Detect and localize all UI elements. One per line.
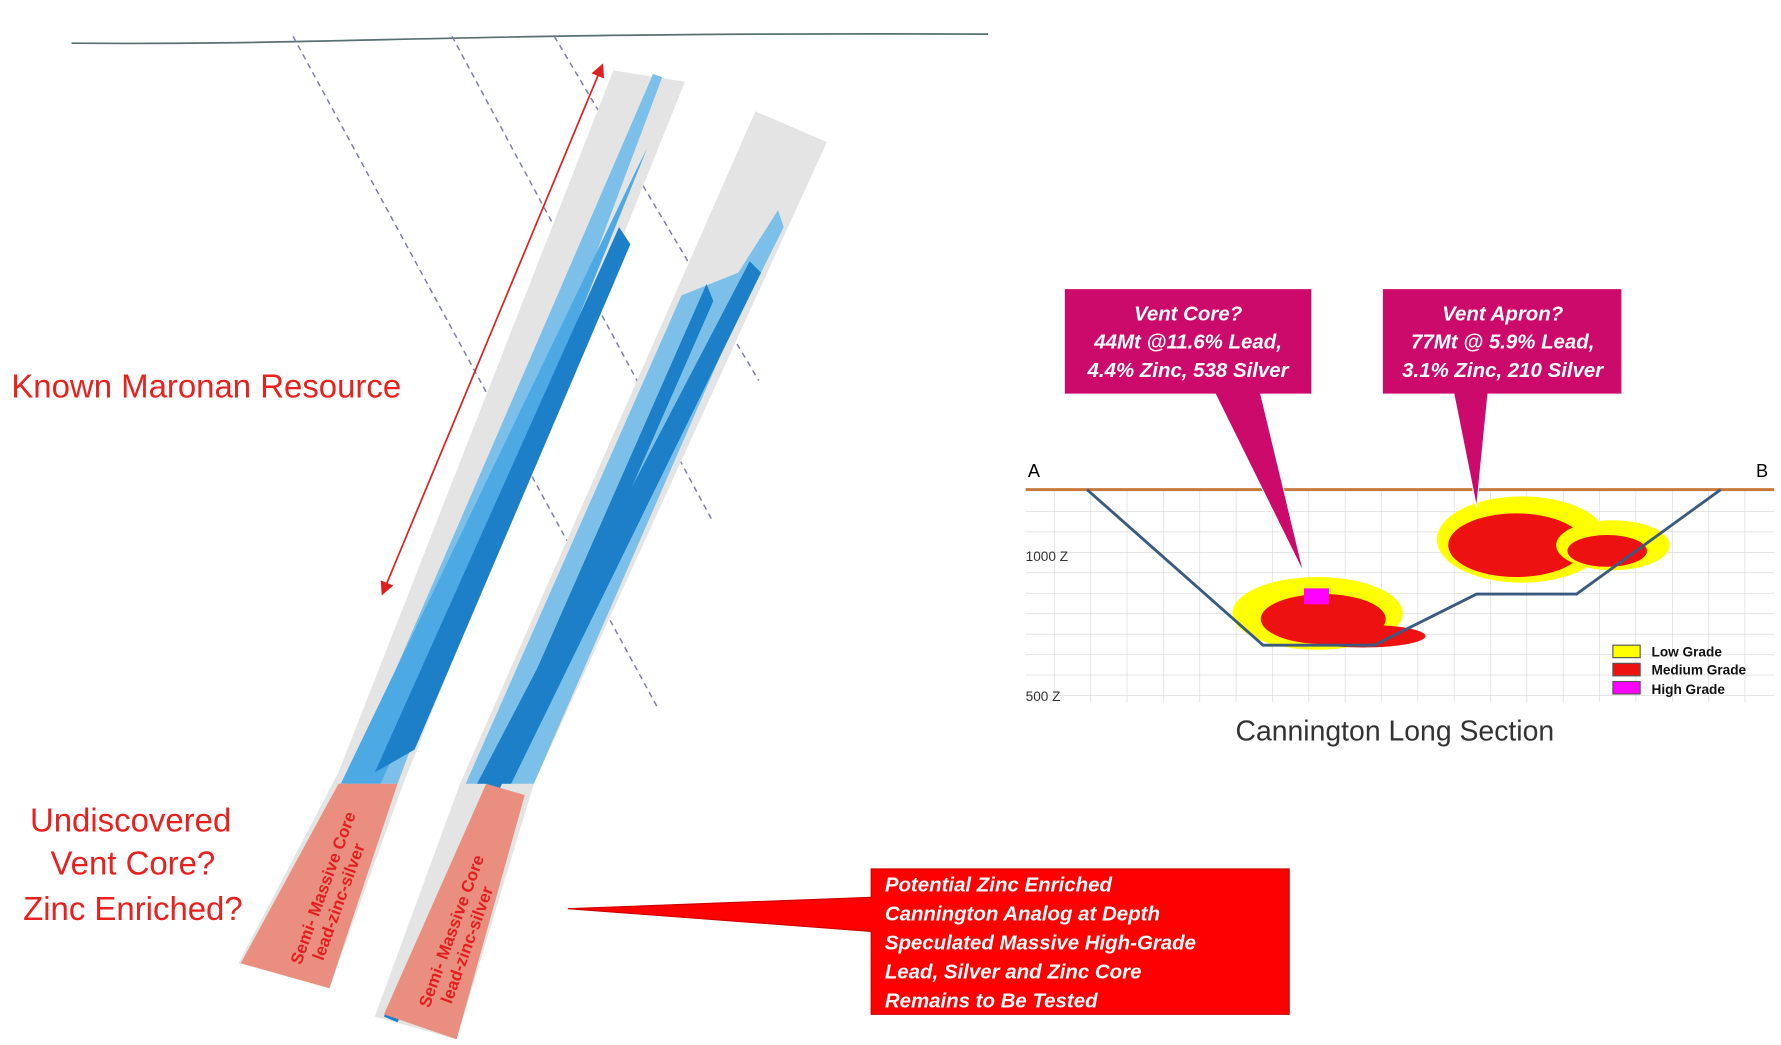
- callout-box: [567, 868, 1290, 1015]
- section-end: A: [1028, 461, 1041, 481]
- vent-line: Vent Core?: [1134, 302, 1243, 325]
- resource-arrow: [380, 63, 605, 596]
- callout-line: Cannington Analog at Depth: [885, 903, 1160, 926]
- vent-line: Vent Apron?: [1442, 302, 1564, 325]
- depth-label: 500 Z: [1026, 689, 1061, 704]
- callout-text: Potential Zinc Enriched Cannington Analog…: [885, 874, 1196, 1013]
- callout-line: Remains to Be Tested: [885, 990, 1098, 1013]
- ore-body: [1232, 496, 1670, 650]
- legend-label: Low Grade: [1652, 645, 1723, 660]
- surface-line: [71, 32, 989, 45]
- vent-line: 44Mt @11.6% Lead,: [1093, 331, 1282, 354]
- legend: [1612, 644, 1641, 695]
- vent-line: 4.4% Zinc, 538 Silver: [1087, 359, 1290, 382]
- undiscovered-line: Undiscovered: [30, 801, 231, 838]
- vent-apron-callout: [1381, 287, 1623, 508]
- callout-line: Speculated Massive High-Grade: [885, 932, 1196, 955]
- caption: Cannington Long Section: [1235, 716, 1554, 748]
- depth-label: 1000 Z: [1026, 549, 1068, 564]
- pit-outline: [1086, 488, 1722, 647]
- vent-text: Vent Core? 44Mt @11.6% Lead, 4.4% Zinc, 53…: [1087, 302, 1605, 382]
- vent-core-callout: [1063, 287, 1313, 574]
- section-grid: [1025, 489, 1775, 702]
- vent-line: 77Mt @ 5.9% Lead,: [1411, 331, 1595, 354]
- legend-label: High Grade: [1652, 682, 1726, 697]
- undiscovered-line: Vent Core?: [51, 845, 216, 882]
- legend-label: Medium Grade: [1652, 663, 1747, 678]
- callout-line: Potential Zinc Enriched: [885, 874, 1113, 897]
- vent-line: 3.1% Zinc, 210 Silver: [1402, 359, 1604, 382]
- undiscovered-line: Zinc Enriched?: [23, 890, 243, 927]
- resource-label: Known Maronan Resource: [11, 368, 401, 405]
- callout-line: Lead, Silver and Zinc Core: [885, 961, 1142, 984]
- section-end: B: [1756, 461, 1768, 481]
